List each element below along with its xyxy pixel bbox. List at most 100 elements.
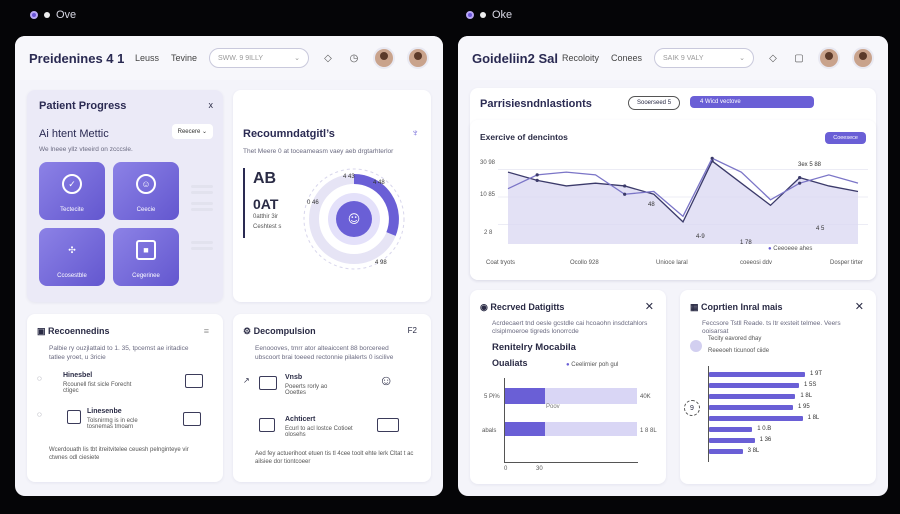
data-point: [535, 173, 539, 177]
close-icon[interactable]: ✕: [854, 301, 864, 313]
tile[interactable]: ✣ Ccosestble: [39, 228, 105, 286]
avatar[interactable]: [373, 47, 395, 69]
shield-icon[interactable]: ◇: [769, 52, 777, 64]
svg-text:☺: ☺: [348, 212, 361, 226]
person-icon: ☺: [379, 372, 394, 388]
calendar-icon: [259, 418, 275, 432]
badge: F2: [407, 326, 417, 335]
row-lines: Rcounell fist sicle Forecht ctigec: [63, 382, 132, 394]
tile[interactable]: ■ Cegerinee: [113, 228, 179, 286]
data-point: [623, 192, 627, 196]
left-tab[interactable]: Ove: [30, 0, 76, 30]
close-icon[interactable]: x: [208, 100, 214, 110]
tile[interactable]: ☺ Ceecie: [113, 162, 179, 220]
card-title: Patient Progress: [39, 100, 127, 112]
recommendations-list-card: ▣ Recoennedins ≡ Palbie ry ouzjlattaid t…: [27, 314, 223, 482]
avatar[interactable]: [818, 47, 840, 69]
nav-item[interactable]: Tevine: [170, 53, 197, 63]
filter-button[interactable]: Sooerseed 5: [628, 96, 681, 110]
ring-label: 4 43: [343, 174, 355, 180]
left-window: Preidenines 4 1 Leuss Tevine SWW. 9 9ILL…: [15, 36, 443, 496]
nav-item[interactable]: Leuss: [134, 53, 159, 63]
sub-title: Renitelry Mocabila: [492, 342, 576, 353]
info-icon: ◉: [480, 302, 491, 312]
stat-value: 0AT: [253, 196, 279, 212]
card-title: Parrisiesndnlastionts: [480, 98, 592, 110]
card-title: ⚙ Decompulsion: [243, 326, 316, 336]
right-tab[interactable]: Oke: [466, 0, 512, 30]
point-label: 4-9: [696, 234, 705, 240]
card-subtitle: Thet Meere 0 at toceameasm vaey aeb drgt…: [243, 148, 394, 155]
bar-value: 1 95: [798, 404, 810, 410]
bar-value: 1 5S: [804, 382, 817, 388]
menu-icon[interactable]: ≡: [203, 326, 209, 336]
shield-icon[interactable]: ◇: [324, 52, 332, 64]
nav-item[interactable]: Conees: [610, 53, 642, 63]
chat-icon[interactable]: ▢: [794, 52, 804, 64]
card-title: ▣ Recoennedins: [37, 326, 110, 336]
divider: [243, 168, 245, 238]
tile[interactable]: ✓ Tectecite: [39, 162, 105, 220]
y-tick-label: 10 85: [480, 192, 496, 198]
avatar[interactable]: [407, 47, 429, 69]
card-text: Eenoooves, tmrr ator alteaiccent 88 borc…: [255, 345, 394, 361]
card-footer: Wcerdouath lis tbt itreitvitelee ceuesh …: [49, 447, 189, 461]
app-title: Preidenines 4 1: [29, 50, 125, 66]
bar: [709, 438, 755, 443]
chart-icon: ↗: [243, 376, 250, 385]
clipboard-icon: [67, 410, 81, 424]
stat-value: AB: [253, 170, 277, 187]
y-axis: [708, 366, 709, 462]
close-icon[interactable]: ✕: [644, 301, 654, 313]
x-tick-label: Coat tryots: [486, 260, 516, 266]
row-title: Hinesbel: [63, 372, 93, 379]
metric-dropdown[interactable]: Reecere ⌄: [171, 124, 213, 139]
status-dot-icon: [480, 12, 486, 18]
toggle-icon[interactable]: [690, 340, 702, 352]
avatar[interactable]: [852, 47, 874, 69]
bar-value: 1 8 8L: [640, 428, 657, 434]
chart-button[interactable]: Coeesece: [825, 132, 866, 144]
bar-value: 1 9T: [810, 371, 823, 377]
bar-value: 40K: [640, 394, 651, 400]
row-title: Vnsb: [285, 374, 303, 381]
record-icon: [466, 11, 474, 19]
search-input[interactable]: SAIK 9 VALY ⌄: [654, 48, 754, 68]
bar: [709, 372, 805, 377]
point-label: 3ex 5 88: [798, 162, 822, 168]
radio-icon[interactable]: ◌: [37, 374, 42, 383]
data-point: [623, 184, 627, 188]
view-button[interactable]: 4 Wicd vectove: [690, 96, 814, 108]
bar: [709, 394, 796, 399]
right-tab-title: Oke: [492, 9, 513, 21]
right-window: Goideliin2 Sal Recoloity Conees SAIK 9 V…: [458, 36, 888, 496]
bar-value: 3 8L: [747, 448, 760, 454]
y-axis: [504, 378, 505, 462]
radio-icon[interactable]: ◌: [37, 410, 42, 419]
status-dot-icon: [44, 12, 50, 18]
chevron-down-icon: ⌄: [739, 55, 745, 62]
card-title: ◉ Recrved Datigitts: [480, 302, 565, 312]
sub-title-2: Oualiats: [492, 358, 528, 368]
patient-progress-card: Patient Progress x Ai htent Mettic Reece…: [27, 90, 223, 302]
bar: [709, 383, 799, 388]
x-tick-label: Unioce laral: [656, 260, 688, 266]
metric-title: Ai htent Mettic: [39, 128, 109, 140]
bar-value: 1 8L: [800, 393, 813, 399]
side-badge: 9: [684, 400, 700, 416]
data-point: [798, 176, 802, 180]
bar-value: 1 8L: [807, 415, 820, 421]
card-title: ▦ Coprtien Inral mais: [690, 302, 783, 312]
record-icon: [30, 11, 38, 19]
x-tick-label: coeeosi ddv: [740, 260, 773, 266]
card-footer: Aed fey actuerihoot etuen tis tl 4cee to…: [255, 451, 414, 465]
search-input[interactable]: SWW. 9 9ILLY ⌄: [209, 48, 309, 68]
mid-label: Poov: [546, 404, 560, 410]
ring-label: 0 46: [307, 200, 319, 206]
point-label: 1 78: [740, 240, 752, 246]
line-chart: 48 4-9 1 78 3ex 5 88 4 5: [498, 156, 868, 246]
ring-label: 4 98: [375, 260, 387, 266]
clock-icon[interactable]: ◷: [349, 52, 359, 64]
y-tick-label: 2 8: [484, 230, 493, 236]
nav-item[interactable]: Recoloity: [561, 53, 599, 63]
